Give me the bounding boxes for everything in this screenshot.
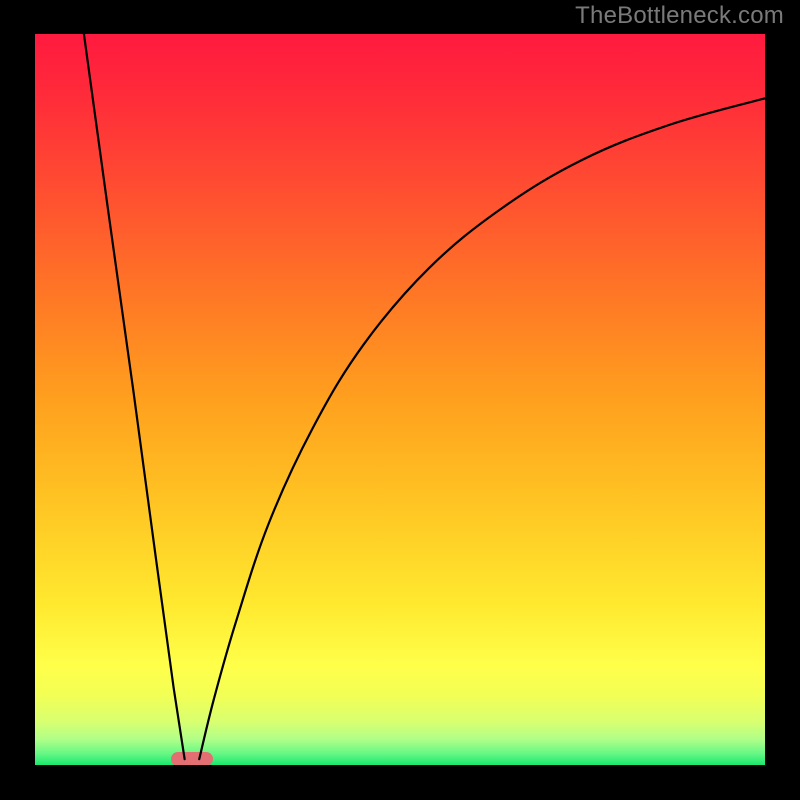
gradient-background: [35, 34, 765, 765]
frame-right: [765, 0, 800, 800]
min-marker: [171, 752, 213, 765]
plot-area: [35, 34, 765, 765]
frame-bottom: [0, 765, 800, 800]
frame-left: [0, 0, 35, 800]
watermark: TheBottleneck.com: [575, 2, 784, 30]
